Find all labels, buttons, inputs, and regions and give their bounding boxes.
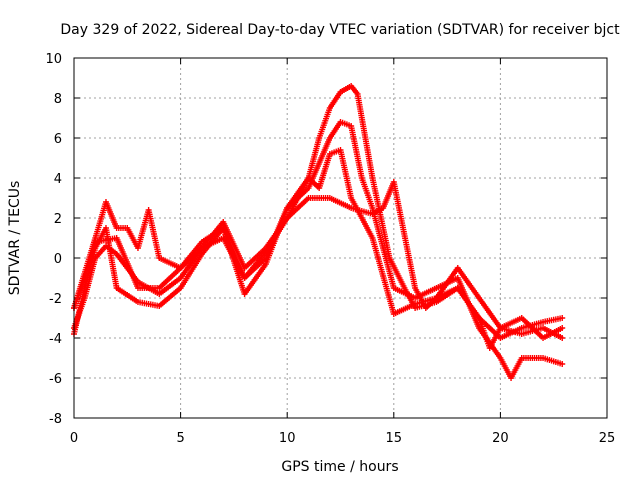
data-point <box>559 361 566 367</box>
y-tick-label: 8 <box>54 92 62 107</box>
x-axis-label: GPS time / hours <box>281 459 398 475</box>
y-tick-label: 0 <box>54 252 62 267</box>
series-track-3 <box>71 147 566 351</box>
x-tick-label: 5 <box>176 431 184 446</box>
x-tick-label: 10 <box>279 431 296 446</box>
plot-frame <box>73 57 608 419</box>
y-tick-label: -2 <box>49 292 62 307</box>
y-tick-label: 2 <box>54 212 62 227</box>
y-tick-label: -6 <box>49 372 62 387</box>
y-tick-label: 4 <box>54 172 62 187</box>
chart-title: Day 329 of 2022, Sidereal Day-to-day VTE… <box>60 22 620 38</box>
x-tick-label: 20 <box>492 431 509 446</box>
data-point <box>559 325 566 331</box>
x-tick-label: 15 <box>386 431 403 446</box>
y-tick-label: -4 <box>49 332 62 347</box>
x-tick-label: 0 <box>70 431 78 446</box>
series-layer <box>71 83 566 381</box>
data-point <box>559 315 566 321</box>
y-tick-label: 6 <box>54 132 62 147</box>
y-tick-label: 10 <box>45 52 62 67</box>
series-track-4 <box>71 179 566 341</box>
x-tick-label: 25 <box>599 431 616 446</box>
y-tick-label: -8 <box>49 412 62 427</box>
data-point <box>559 335 566 341</box>
axis-ticks: 0 5 10 15 20 25 -8 -6 -4 -2 0 2 4 6 8 10 <box>45 52 615 446</box>
grid <box>74 58 607 418</box>
y-axis-label: SDTVAR / TECUs <box>7 181 23 296</box>
